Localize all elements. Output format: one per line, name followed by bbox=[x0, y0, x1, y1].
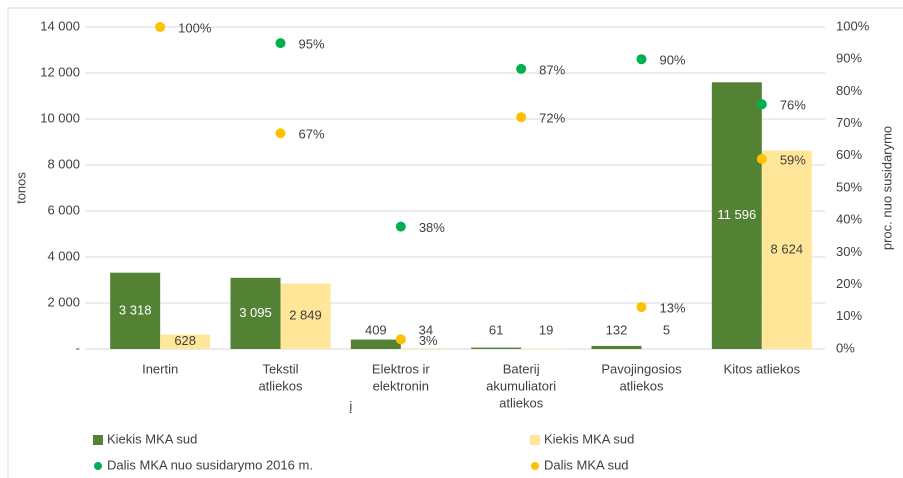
data-label: 67% bbox=[299, 127, 325, 142]
y-tick-label: 8 000 bbox=[47, 156, 80, 171]
bar bbox=[230, 277, 281, 349]
x-tick-label: Pavojingosios bbox=[601, 361, 682, 376]
y2-tick-label: 0% bbox=[836, 340, 855, 355]
data-label: 409 bbox=[365, 322, 387, 337]
y2-tick-label: 80% bbox=[836, 83, 862, 98]
legend-label: Kiekis MKA sud bbox=[544, 431, 634, 446]
data-label: 87% bbox=[539, 62, 565, 77]
x-tick-label: Kitos atliekos bbox=[724, 361, 801, 376]
bar bbox=[711, 82, 762, 350]
bar bbox=[471, 347, 522, 349]
y-tick-label: 10 000 bbox=[40, 110, 80, 125]
x-tick-label: Baterij bbox=[503, 361, 540, 376]
y2-tick-label: 90% bbox=[836, 51, 862, 66]
data-label: 19 bbox=[539, 322, 553, 337]
x-tick-label: Tekstil bbox=[262, 361, 298, 376]
x-tick-label: atliekos bbox=[258, 378, 303, 393]
data-label: 90% bbox=[660, 53, 686, 68]
bar bbox=[110, 272, 161, 349]
legend-label: Kiekis MKA sud bbox=[107, 431, 197, 446]
bar bbox=[160, 334, 211, 349]
legend-swatch bbox=[531, 462, 539, 470]
dot bbox=[516, 112, 527, 123]
data-label: 72% bbox=[539, 111, 565, 126]
y-tick-label: 6 000 bbox=[47, 202, 80, 217]
bar bbox=[350, 339, 401, 349]
bar bbox=[591, 345, 642, 349]
data-label: 11 596 bbox=[717, 207, 756, 222]
data-label: 34 bbox=[419, 322, 433, 337]
data-label: 13% bbox=[660, 301, 686, 316]
x-tick-label: atliekos bbox=[499, 395, 544, 410]
legend-label: Dalis MKA sud bbox=[544, 457, 629, 472]
legend-swatch bbox=[93, 435, 103, 445]
data-label: 8 624 bbox=[771, 241, 804, 256]
x-tick-label: Elektros ir bbox=[372, 361, 430, 376]
dot bbox=[636, 54, 647, 65]
y2-tick-label: 50% bbox=[836, 179, 862, 194]
data-label: 61 bbox=[489, 322, 503, 337]
data-label: 628 bbox=[174, 333, 196, 348]
legend-label: Dalis MKA nuo susidarymo 2016 m. bbox=[107, 457, 313, 472]
y2-tick-label: 20% bbox=[836, 276, 862, 291]
y2-tick-label: 60% bbox=[836, 147, 862, 162]
legend-swatch bbox=[530, 435, 540, 445]
x-tick-label: į bbox=[349, 398, 352, 413]
data-label: 3% bbox=[419, 333, 438, 348]
data-label: 3 318 bbox=[119, 302, 152, 317]
data-label: 3 095 bbox=[239, 305, 272, 320]
dot bbox=[155, 22, 166, 32]
legend-swatch bbox=[94, 462, 102, 470]
data-label: 5 bbox=[663, 322, 670, 337]
dot bbox=[516, 63, 527, 74]
data-label: 2 849 bbox=[289, 308, 322, 323]
y2-tick-label: 70% bbox=[836, 115, 862, 130]
data-label: 100% bbox=[178, 20, 212, 35]
y-axis-label: tonos bbox=[13, 172, 28, 204]
y-tick-label: 2 000 bbox=[47, 294, 80, 309]
y-tick-label: 14 000 bbox=[40, 18, 80, 33]
dot bbox=[395, 334, 406, 345]
bar bbox=[761, 150, 812, 349]
data-label: 132 bbox=[606, 322, 628, 337]
dot bbox=[395, 221, 406, 232]
dot bbox=[275, 128, 286, 139]
y2-tick-label: 10% bbox=[836, 308, 862, 323]
y-tick-label: 12 000 bbox=[40, 64, 80, 79]
data-label: 95% bbox=[299, 37, 325, 52]
data-label: 59% bbox=[780, 152, 806, 167]
data-label: 76% bbox=[780, 98, 806, 113]
bar bbox=[280, 283, 331, 349]
y2-tick-label: 30% bbox=[836, 244, 862, 259]
dot bbox=[756, 154, 767, 165]
x-tick-label: elektronin bbox=[373, 378, 429, 393]
y2-axis-label: proc. nuo susidarymo bbox=[879, 126, 894, 250]
bar bbox=[400, 348, 451, 349]
y-tick-label: - bbox=[76, 340, 80, 355]
dot bbox=[756, 99, 767, 110]
dot bbox=[636, 302, 647, 313]
dot bbox=[275, 38, 286, 49]
x-tick-label: Inertin bbox=[142, 361, 178, 376]
y2-tick-label: 100% bbox=[836, 18, 870, 33]
x-tick-label: atliekos bbox=[619, 378, 664, 393]
y-tick-label: 4 000 bbox=[47, 248, 80, 263]
x-tick-label: akumuliatori bbox=[486, 378, 556, 393]
y2-tick-label: 40% bbox=[836, 212, 862, 227]
data-label: 38% bbox=[419, 220, 445, 235]
